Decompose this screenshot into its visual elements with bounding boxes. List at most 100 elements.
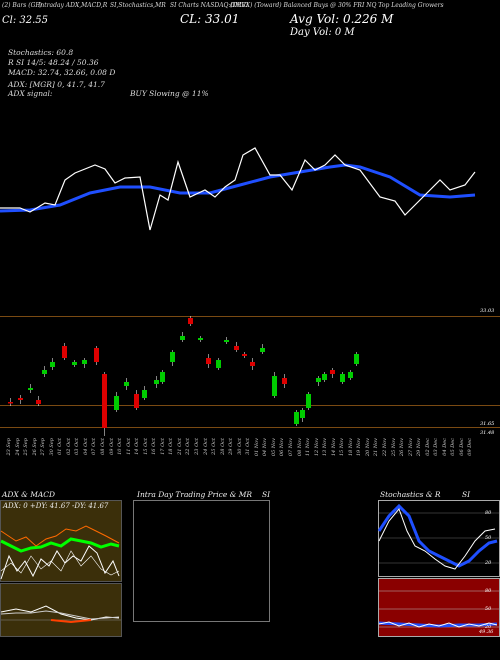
date-label: 05 Dec (450, 438, 457, 456)
stoch-si-label: SI (462, 490, 471, 499)
day-volume: Day Vol: 0 M (290, 27, 355, 38)
price-grid-bottom (0, 427, 500, 428)
stoch-tick-50: 50 (485, 535, 492, 541)
candle-body (50, 362, 55, 367)
intraday-si-label: SI (262, 490, 271, 499)
date-label: 08 Oct (100, 438, 106, 455)
header-text-4: SI Charts NASDAQ:DMRI (170, 2, 249, 9)
candle-body (28, 388, 33, 390)
macd-panel (0, 583, 122, 637)
date-label: 02 Oct (65, 438, 72, 455)
candle-body (114, 396, 119, 410)
header-text-2: Intraday ADX,MACD,R (38, 2, 108, 9)
candle-body (322, 374, 327, 380)
candle-body (124, 382, 129, 386)
price-line-chart (0, 147, 476, 231)
candle-body (300, 410, 305, 418)
date-label: 09 Oct (108, 438, 115, 455)
date-label: 03 Oct (74, 438, 81, 455)
close-price: CL: 33.01 (180, 12, 240, 26)
stochastics-readout: Stochastics: 60.8 (8, 48, 74, 57)
price-label-top: 33.03 (480, 308, 495, 314)
date-label: 29 Nov (416, 438, 423, 457)
date-label: 02 Dec (424, 438, 431, 456)
date-label: 04 Nov (262, 438, 269, 457)
date-label: 01 Nov (253, 438, 260, 457)
date-label: 23 Oct (194, 438, 200, 455)
candle-body (42, 370, 47, 374)
candle-body (242, 354, 247, 356)
moving-average-line (0, 163, 476, 213)
date-label: 16 Oct (151, 438, 158, 455)
candle-body (142, 390, 147, 398)
candle-body (94, 348, 99, 362)
candle-body (198, 338, 203, 340)
date-label: 18 Nov (347, 438, 354, 457)
adx-panel-title: ADX & MACD (2, 490, 56, 499)
date-label: 24 Sep (14, 438, 21, 456)
candle-body (316, 378, 321, 382)
candle-body (188, 318, 193, 324)
intraday-panel (133, 500, 270, 622)
candle-body (224, 340, 229, 342)
adx-signal-label: ADX signal: (8, 89, 53, 98)
price-line: Cl: 32.55 (2, 15, 49, 26)
date-label: 22 Oct (185, 438, 192, 455)
date-label: 28 Oct (219, 438, 226, 455)
date-label: 14 Oct (134, 438, 141, 455)
candle-body (234, 346, 239, 350)
candle-body (282, 378, 287, 384)
date-label: 06 Dec (458, 438, 465, 456)
price-label-bottom: 31.65 (480, 421, 495, 427)
rsi-tick-80: 80 (485, 588, 492, 594)
date-label: 31 Oct (245, 438, 252, 455)
candle-body (272, 376, 277, 396)
date-label: 03 Dec (433, 438, 440, 456)
stoch-panel-title: Stochastics & R (380, 490, 441, 499)
price-ma-chart (0, 147, 476, 231)
candle-body (260, 348, 265, 352)
rsi-lines (378, 590, 499, 628)
stochastics-lines (377, 503, 499, 570)
adx-lines (0, 525, 120, 580)
candle-body (340, 374, 345, 382)
date-label: 05 Nov (270, 438, 277, 457)
date-label: 21 Nov (373, 438, 380, 457)
candle-body (354, 354, 359, 364)
stoch-tick-20: 20 (485, 560, 492, 566)
candle-body (250, 362, 255, 366)
date-label: 18 Oct (168, 438, 175, 455)
stoch-tick-80: 80 (485, 510, 492, 516)
rsi-value: 49.36 (479, 629, 494, 635)
date-label: 26 Nov (399, 438, 406, 457)
date-label: 06 Nov (279, 438, 286, 457)
rsi-readout: R SI 14/5: 48.24 / 50.36 (8, 58, 99, 67)
date-label: 11 Nov (305, 438, 312, 457)
price-grid-top (0, 316, 500, 317)
adx-values: ADX: 0 +DY: 41.67 -DY: 41.67 (3, 502, 109, 510)
adx-panel: ADX: 0 +DY: 41.67 -DY: 41.67 (0, 500, 122, 582)
candle-body (180, 336, 185, 340)
candle-body (36, 400, 41, 404)
candle-body (160, 372, 165, 382)
candle-body (216, 360, 221, 368)
header-text-1: (2) Bars (GF) (2, 2, 42, 9)
date-label: 24 Oct (202, 438, 209, 455)
date-label: 21 Oct (176, 438, 183, 455)
date-label: 08 Nov (296, 438, 303, 457)
date-label: 26 Sep (31, 438, 38, 456)
rsi-tick-20: 20 (485, 624, 492, 630)
date-label: 23 Sep (6, 438, 12, 456)
candle-body (206, 358, 211, 364)
header-text-3: SI,Stochastics,MR (110, 2, 166, 9)
macd-readout: MACD: 32.74, 32.66, 0.08 D (8, 68, 116, 77)
candle-body (170, 352, 175, 362)
candle-body (306, 394, 311, 408)
candle-body (62, 346, 67, 358)
candle-body (82, 360, 87, 364)
date-label: 09 Dec (467, 438, 474, 456)
date-label: 30 Oct (236, 438, 243, 455)
date-label: 04 Oct (82, 438, 89, 455)
date-label: 10 Oct (117, 438, 124, 455)
date-label: 25 Nov (390, 438, 397, 457)
